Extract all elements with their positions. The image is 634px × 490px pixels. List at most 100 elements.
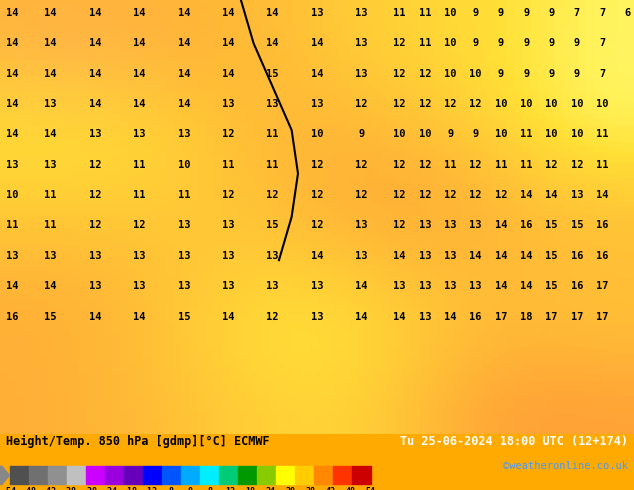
Text: 14: 14 — [393, 251, 406, 261]
Text: 12: 12 — [311, 160, 323, 170]
Text: 12: 12 — [89, 160, 101, 170]
Text: 14: 14 — [545, 190, 558, 200]
Text: 8: 8 — [208, 487, 213, 490]
Bar — [67, 466, 86, 484]
Text: 13: 13 — [393, 281, 406, 291]
Text: 9: 9 — [472, 129, 479, 140]
Text: -18: -18 — [122, 487, 138, 490]
Text: 13: 13 — [89, 281, 101, 291]
Text: 17: 17 — [571, 312, 583, 321]
Text: 7: 7 — [599, 69, 605, 79]
Text: 13: 13 — [178, 129, 190, 140]
Text: 14: 14 — [495, 281, 507, 291]
Text: 14: 14 — [355, 312, 368, 321]
Text: 10: 10 — [469, 69, 482, 79]
Text: -54: -54 — [2, 487, 17, 490]
Text: 10: 10 — [495, 99, 507, 109]
Text: 12: 12 — [311, 190, 323, 200]
Text: 13: 13 — [44, 99, 57, 109]
Text: 14: 14 — [520, 281, 533, 291]
Text: 9: 9 — [447, 129, 453, 140]
Text: 30: 30 — [285, 487, 295, 490]
Text: 11: 11 — [44, 220, 57, 230]
Text: 12: 12 — [418, 69, 431, 79]
Text: 9: 9 — [472, 8, 479, 18]
Text: 9: 9 — [523, 69, 529, 79]
Text: Height/Temp. 850 hPa [gdmp][°C] ECMWF: Height/Temp. 850 hPa [gdmp][°C] ECMWF — [6, 435, 270, 448]
Text: 14: 14 — [178, 99, 190, 109]
Text: 9: 9 — [574, 69, 580, 79]
Text: 13: 13 — [571, 190, 583, 200]
Text: 12: 12 — [89, 190, 101, 200]
Text: 13: 13 — [44, 251, 57, 261]
Text: 12: 12 — [393, 220, 406, 230]
Text: 17: 17 — [495, 312, 507, 321]
Text: 12: 12 — [393, 190, 406, 200]
Text: 13: 13 — [89, 129, 101, 140]
Text: 9: 9 — [523, 8, 529, 18]
Text: 9: 9 — [548, 38, 555, 49]
Text: 16: 16 — [6, 312, 19, 321]
Text: 13: 13 — [311, 312, 323, 321]
Text: 9: 9 — [574, 38, 580, 49]
Bar — [314, 466, 333, 484]
Text: 48: 48 — [346, 487, 356, 490]
Bar — [29, 466, 48, 484]
Bar — [295, 466, 314, 484]
Text: -48: -48 — [22, 487, 37, 490]
Text: 13: 13 — [444, 251, 456, 261]
Text: 13: 13 — [355, 8, 368, 18]
Text: 12: 12 — [469, 190, 482, 200]
Text: 12: 12 — [444, 190, 456, 200]
Text: 13: 13 — [311, 8, 323, 18]
Text: 38: 38 — [306, 487, 316, 490]
Text: 6: 6 — [624, 8, 631, 18]
Text: 14: 14 — [133, 8, 146, 18]
Bar — [257, 466, 276, 484]
Text: 11: 11 — [266, 129, 279, 140]
Bar — [124, 466, 143, 484]
Text: 18: 18 — [520, 312, 533, 321]
Text: 13: 13 — [6, 251, 19, 261]
Text: 11: 11 — [178, 190, 190, 200]
Text: 12: 12 — [469, 160, 482, 170]
Text: 12: 12 — [311, 220, 323, 230]
Text: 11: 11 — [44, 190, 57, 200]
Text: 14: 14 — [520, 251, 533, 261]
Text: 13: 13 — [355, 251, 368, 261]
Text: -38: -38 — [62, 487, 77, 490]
Bar — [238, 466, 257, 484]
Bar — [10, 466, 29, 484]
Text: 10: 10 — [444, 38, 456, 49]
Text: 12: 12 — [266, 190, 279, 200]
Text: 10: 10 — [418, 129, 431, 140]
Text: 14: 14 — [520, 190, 533, 200]
Text: 10: 10 — [393, 129, 406, 140]
Text: 9: 9 — [498, 69, 504, 79]
Text: 13: 13 — [89, 251, 101, 261]
Text: 13: 13 — [355, 38, 368, 49]
Text: 13: 13 — [44, 160, 57, 170]
Bar — [86, 466, 105, 484]
Text: 14: 14 — [44, 129, 57, 140]
Text: 9: 9 — [498, 38, 504, 49]
Text: 13: 13 — [444, 220, 456, 230]
Text: 54: 54 — [366, 487, 376, 490]
Text: 11: 11 — [596, 160, 609, 170]
Text: 12: 12 — [222, 190, 235, 200]
Text: 13: 13 — [178, 281, 190, 291]
Text: 14: 14 — [311, 251, 323, 261]
Text: 14: 14 — [266, 38, 279, 49]
Text: 16: 16 — [571, 251, 583, 261]
Text: 9: 9 — [548, 69, 555, 79]
Text: 13: 13 — [444, 281, 456, 291]
Text: 13: 13 — [6, 160, 19, 170]
Bar — [48, 466, 67, 484]
Text: 9: 9 — [498, 8, 504, 18]
Text: 13: 13 — [469, 281, 482, 291]
Text: 14: 14 — [266, 8, 279, 18]
Text: 13: 13 — [418, 281, 431, 291]
Text: 12: 12 — [495, 190, 507, 200]
Text: 12: 12 — [266, 312, 279, 321]
Text: 14: 14 — [222, 312, 235, 321]
